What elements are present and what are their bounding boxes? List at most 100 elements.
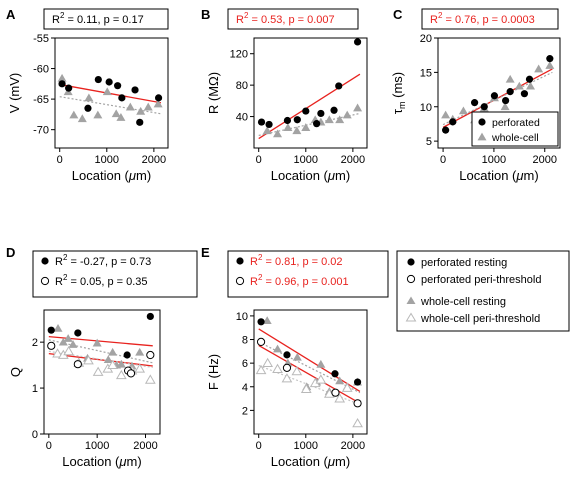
point-a-0-3 (94, 75, 102, 84)
stat-text-d-0: R2 = -0.27, p = 0.73 (55, 253, 151, 268)
xtick-label-a-0: 0 (57, 154, 63, 166)
legend-wc-rest-label: whole-cell resting (420, 296, 506, 308)
point-e-3-0 (255, 364, 267, 375)
fit-line-e-0 (258, 328, 361, 393)
point-d-3-8 (115, 369, 127, 380)
panel-e: E R2 = 0.81, p = 0.02 R2 = 0.96, p = 0.001… (201, 245, 389, 469)
xtick-label-b-2: 2000 (341, 154, 365, 166)
plot-data-c (441, 55, 555, 134)
point-e-2-1 (273, 344, 283, 353)
point-a-1-0 (57, 73, 67, 82)
xtick-label-c-1: 1000 (482, 154, 506, 166)
ytick-label-e-0: 2 (242, 405, 248, 417)
legend-c-marker-0 (478, 118, 486, 126)
point-c-0-3 (480, 103, 488, 111)
xlabel-c: Location (μm) (459, 168, 538, 183)
panel-c-label: C (393, 7, 403, 22)
point-b-0-5 (313, 120, 321, 128)
legend-c-marker-1 (477, 132, 487, 141)
point-d-2-6 (103, 355, 113, 363)
point-a-0-2 (84, 104, 92, 112)
stat-text-e-0: R2 = 0.81, p = 0.02 (250, 253, 343, 268)
point-d-3-4 (83, 355, 94, 365)
point-c-1-9 (526, 81, 536, 90)
fit-line-a-1 (59, 96, 162, 115)
point-a-1-5 (93, 110, 103, 119)
point-a-1-10 (136, 106, 146, 115)
point-b-1-3 (292, 126, 302, 135)
fit-line-c-1 (442, 71, 553, 126)
ytick-label-b-2: 120 (230, 49, 248, 61)
point-d-0-1 (74, 329, 82, 337)
point-e-1-2 (331, 388, 340, 397)
stat-text-c-0: R2 = 0.76, p = 0.0003 (430, 11, 535, 26)
point-c-1-2 (458, 106, 468, 115)
point-c-0-0 (442, 126, 450, 134)
xtick-label-e-1: 1000 (294, 440, 318, 452)
point-a-1-11 (143, 102, 153, 111)
point-b-1-1 (273, 129, 283, 138)
point-b-0-2 (283, 116, 292, 125)
point-a-0-1 (65, 84, 73, 92)
panel-a-label: A (6, 7, 16, 22)
point-c-0-8 (525, 75, 534, 83)
legend-c-label-1: whole-cell (491, 132, 539, 144)
point-e-0-1 (283, 351, 291, 359)
point-a-0-5 (114, 82, 122, 90)
point-d-2-1 (58, 337, 68, 346)
fit-line-e-2 (258, 341, 361, 394)
point-b-1-9 (342, 110, 352, 119)
point-a-0-8 (136, 118, 144, 126)
plot-frame-c (437, 37, 561, 149)
point-d-1-3 (126, 369, 136, 378)
legend-wc-rest-marker (406, 296, 416, 304)
point-d-2-7 (108, 347, 118, 356)
point-c-1-11 (545, 61, 555, 69)
point-a-1-6 (102, 87, 112, 96)
point-e-3-4 (291, 366, 303, 376)
point-e-3-7 (315, 374, 327, 384)
point-c-0-9 (546, 55, 554, 63)
plot-data-b (257, 38, 363, 140)
point-e-2-6 (316, 359, 326, 368)
legend-perf-rest-marker (407, 258, 415, 266)
stat-marker-d-0 (41, 257, 49, 265)
plot-data-d (47, 312, 156, 384)
plot-frame-b (253, 37, 368, 149)
xtick-label-a-2: 2000 (142, 154, 166, 166)
stat-text-a-0: R2 = 0.11, p = 0.17 (52, 11, 144, 26)
ytick-label-c-1: 10 (420, 102, 432, 114)
stat-marker-d-1 (40, 276, 50, 286)
point-d-0-2 (123, 351, 131, 359)
fit-line-e-1 (258, 344, 361, 404)
stat-box-a (43, 8, 169, 30)
point-c-1-10 (534, 64, 544, 73)
point-b-1-4 (301, 123, 311, 131)
stat-text-e-1: R2 = 0.96, p = 0.001 (250, 273, 349, 288)
ylabel-a: V (mV) (7, 73, 22, 113)
legend-c-label-0: perforated (492, 117, 540, 129)
ylabel-c: τm (ms) (390, 72, 407, 114)
stat-box-b (227, 8, 359, 30)
xtick-label-d-2: 2000 (133, 440, 157, 452)
ytick-label-c-0: 5 (426, 136, 432, 148)
ytick-label-c-3: 20 (420, 33, 432, 45)
point-c-0-7 (520, 90, 529, 98)
point-e-1-0 (256, 337, 266, 346)
point-b-1-0 (262, 126, 272, 135)
point-d-0-3 (146, 312, 154, 321)
ytick-label-b-1: 80 (236, 80, 248, 92)
plot-data-e (255, 316, 363, 428)
point-d-1-4 (146, 350, 155, 360)
xtick-label-b-0: 0 (256, 154, 262, 166)
point-d-3-10 (134, 363, 146, 373)
xtick-label-b-1: 1000 (294, 154, 318, 166)
plot-frame-e (253, 309, 368, 435)
legend-perf-peri-marker (406, 274, 416, 284)
ytick-label-a-3: -70 (33, 125, 49, 137)
ytick-label-b-0: 40 (236, 112, 248, 124)
point-e-1-3 (353, 399, 362, 408)
ytick-label-e-2: 6 (242, 358, 248, 370)
